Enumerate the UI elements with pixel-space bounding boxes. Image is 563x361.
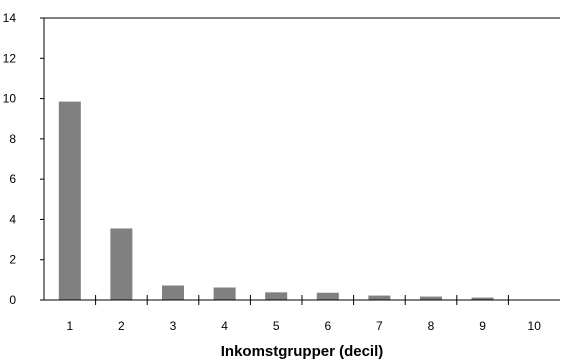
bar xyxy=(213,287,236,300)
x-tick-label: 5 xyxy=(273,319,280,333)
bar xyxy=(162,285,184,300)
x-tick-label: 2 xyxy=(118,319,125,333)
bar xyxy=(316,292,339,300)
x-axis-tick-labels: 1 2 3 4 5 6 7 8 9 10 xyxy=(66,319,541,333)
y-tick-label: 4 xyxy=(9,212,16,226)
x-axis-ticks xyxy=(95,295,509,305)
y-tick-label: 12 xyxy=(3,51,17,65)
axes xyxy=(40,17,560,301)
bar xyxy=(58,101,81,300)
x-tick-label: 9 xyxy=(479,319,486,333)
x-tick-label: 1 xyxy=(66,319,73,333)
y-tick-label: 6 xyxy=(9,172,16,186)
y-tick-label: 14 xyxy=(3,11,17,25)
x-tick-label: 4 xyxy=(221,319,228,333)
bar xyxy=(420,296,442,300)
bar xyxy=(471,297,494,300)
x-tick-label: 6 xyxy=(324,319,331,333)
bar xyxy=(368,295,391,300)
bar xyxy=(265,292,288,300)
x-tick-label: 3 xyxy=(170,319,177,333)
x-tick-label: 7 xyxy=(376,319,383,333)
y-axis-tick-labels: 0 2 4 6 8 10 12 14 xyxy=(3,11,17,307)
y-tick-label: 0 xyxy=(9,293,16,307)
y-tick-label: 8 xyxy=(9,132,16,146)
x-tick-label: 8 xyxy=(428,319,435,333)
y-tick-label: 2 xyxy=(9,253,16,267)
x-tick-label: 10 xyxy=(528,319,542,333)
bar xyxy=(110,228,133,300)
bars xyxy=(58,101,494,300)
x-axis-title: Inkomstgrupper (decil) xyxy=(221,343,384,360)
y-tick-label: 10 xyxy=(3,92,17,106)
